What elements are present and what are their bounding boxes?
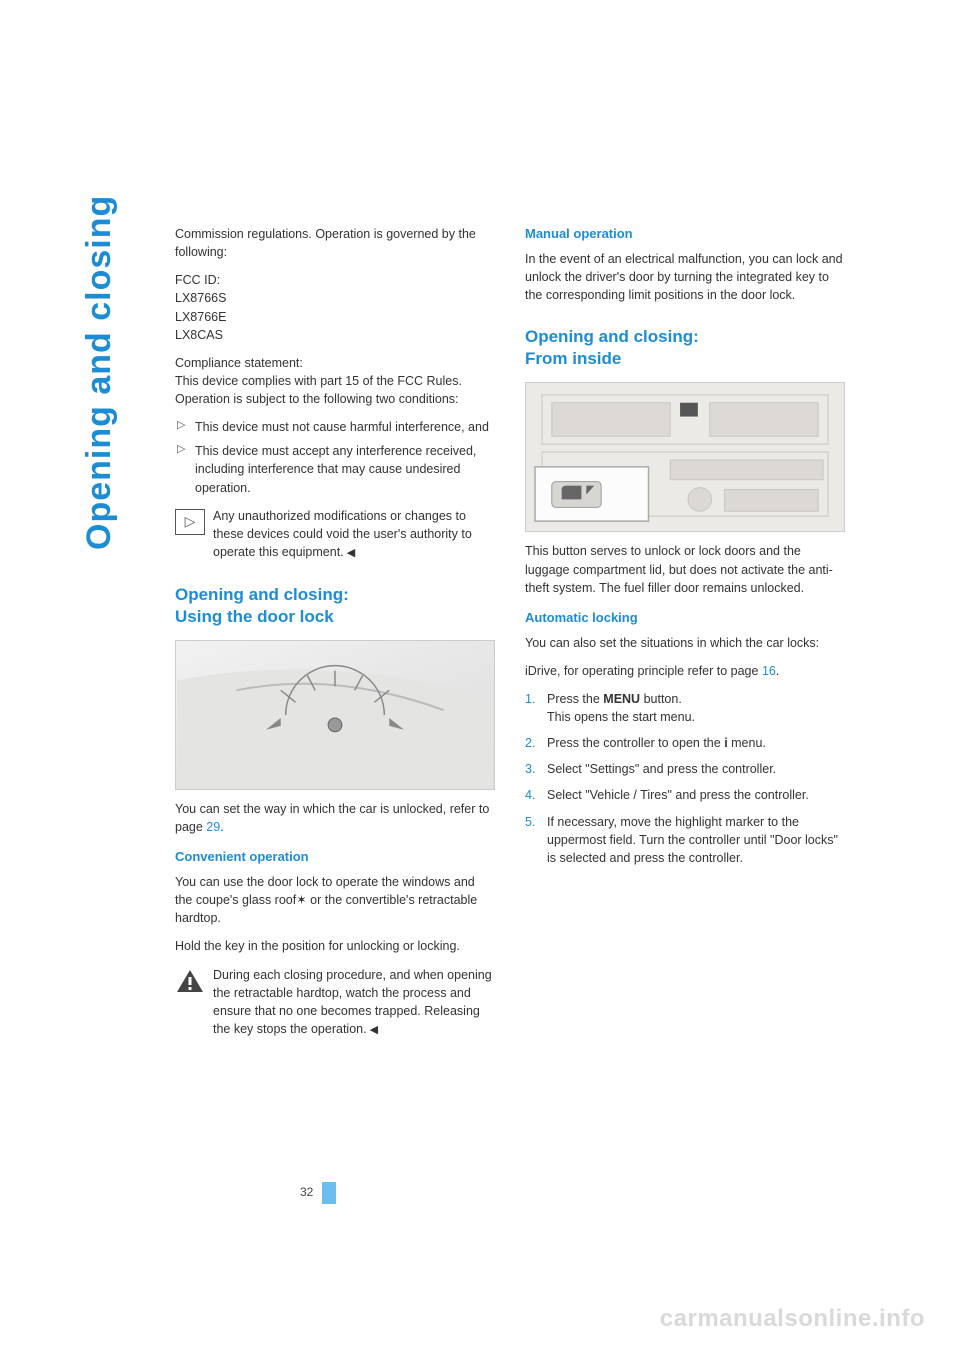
list-item: 5. If necessary, move the highlight mark… [525,813,845,867]
convenient-text-1: You can use the door lock to operate the… [175,873,495,927]
text-span: Press the [547,692,603,706]
end-mark-icon: ◀ [344,547,356,559]
list-item: This device must not cause harmful inter… [175,418,495,436]
list-item: 3. Select "Settings" and press the contr… [525,760,845,778]
list-item: This device must accept any interference… [175,442,495,496]
text-span: Select "Settings" and press the controll… [547,762,776,776]
text-span: If necessary, move the highlight marker … [547,815,838,865]
auto-text-1: You can also set the situations in which… [525,634,845,652]
note-icon: ▷ [175,509,205,535]
warning-text: During each closing procedure, and when … [213,968,492,1036]
step-number: 4. [525,786,535,804]
note-text: Any unauthorized modifications or change… [213,509,472,559]
caption-text: You can set the way in which the car is … [175,802,489,834]
convenient-text-2: Hold the key in the position for unlocki… [175,937,495,955]
compliance-label: Compliance statement: [175,356,303,370]
end-mark-icon: ◀ [367,1024,379,1036]
page-tab [322,1182,336,1204]
heading-from-inside: Opening and closing: From inside [525,326,845,370]
watermark: carmanualsonline.info [660,1305,925,1333]
note-box: ▷ Any unauthorized modifications or chan… [175,507,495,562]
warning-box: During each closing procedure, and when … [175,966,495,1039]
asterisk-icon: ✶ [296,893,306,907]
compliance-bullets: This device must not cause harmful inter… [175,418,495,497]
page-number: 32 [300,1185,313,1199]
list-item: 2. Press the controller to open the i me… [525,734,845,752]
heading-convenient: Convenient operation [175,848,495,867]
figure-door-lock [175,640,495,790]
step-number: 2. [525,734,535,752]
fcc-block: FCC ID: LX8766S LX8766E LX8CAS [175,271,495,344]
text-span: Press the controller to open the [547,736,724,750]
step-number: 1. [525,690,535,708]
text-span: menu. [728,736,766,750]
step-number: 3. [525,760,535,778]
auto-text-2: iDrive, for operating principle refer to… [525,662,845,680]
menu-label: MENU [603,692,640,706]
section-sidebar-label: Opening and closing [80,195,119,550]
warning-icon [175,968,205,994]
manual-text: In the event of an electrical malfunctio… [525,250,845,304]
heading-door-lock: Opening and closing: Using the door lock [175,584,495,628]
text-span: Select "Vehicle / Tires" and press the c… [547,788,809,802]
heading-automatic: Automatic locking [525,609,845,628]
steps-list: 1. Press the MENU button. This opens the… [525,690,845,867]
page-link-29[interactable]: 29 [206,820,220,834]
heading-manual: Manual operation [525,225,845,244]
figure-dashboard [525,382,845,532]
right-column: Manual operation In the event of an elec… [525,225,845,1049]
page-content: Commission regulations. Operation is gov… [175,225,855,1049]
after-figure-text: This button serves to unlock or lock doo… [525,542,845,596]
text-span: iDrive, for operating principle refer to… [525,664,762,678]
step-number: 5. [525,813,535,831]
intro-text: Commission regulations. Operation is gov… [175,225,495,261]
list-item: 4. Select "Vehicle / Tires" and press th… [525,786,845,804]
fcc-ids: LX8766S LX8766E LX8CAS [175,291,226,341]
left-column: Commission regulations. Operation is gov… [175,225,495,1049]
figure-caption: You can set the way in which the car is … [175,800,495,836]
list-item: 1. Press the MENU button. This opens the… [525,690,845,726]
fcc-label: FCC ID: [175,273,220,287]
page-link-16[interactable]: 16 [762,664,776,678]
compliance-block: Compliance statement: This device compli… [175,354,495,408]
compliance-text: This device complies with part 15 of the… [175,374,462,406]
